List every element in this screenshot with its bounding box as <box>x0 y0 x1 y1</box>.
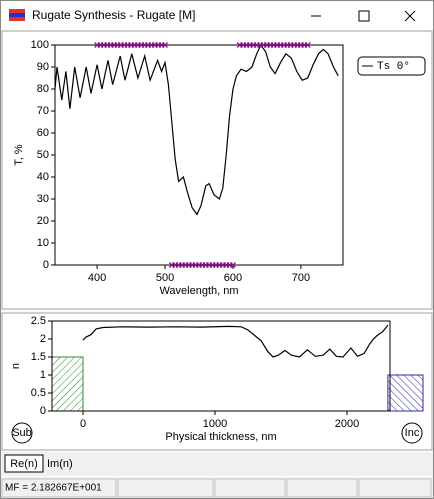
x-tick-label: 400 <box>88 272 106 284</box>
status-cell <box>117 478 214 498</box>
y-tick-label: 2.5 <box>31 315 46 327</box>
y-tick-label: 0 <box>43 259 49 271</box>
app-icon <box>9 9 25 21</box>
y-tick-label: 10 <box>37 237 49 249</box>
substrate-label[interactable]: Sub <box>12 427 32 439</box>
x-axis-title: Physical thickness, nm <box>165 431 276 443</box>
target-marker <box>304 42 311 48</box>
incident-label[interactable]: Inc <box>405 427 420 439</box>
tab-label[interactable]: Re(n) <box>10 458 38 470</box>
substrate-button[interactable] <box>11 422 33 444</box>
close-button[interactable] <box>404 10 416 22</box>
substrate-block <box>51 356 84 412</box>
status-text: MF = 2.182667E+001 <box>5 483 102 494</box>
y-tick-label: 0.5 <box>31 387 46 399</box>
target-marker <box>162 42 168 48</box>
x-tick-label: 700 <box>292 272 310 284</box>
y-tick-label: 1.5 <box>31 351 46 363</box>
y-tick-label: 40 <box>37 171 49 183</box>
status-cell <box>358 478 432 498</box>
y-tick-label: 20 <box>37 215 49 227</box>
data-line <box>54 43 339 216</box>
maximize-button[interactable] <box>358 10 370 22</box>
x-tick-label: 500 <box>156 272 174 284</box>
title-bar <box>1 1 433 30</box>
status-cell <box>1 478 117 498</box>
plot-frame <box>51 320 391 412</box>
y-tick-label: 50 <box>37 149 49 161</box>
x-tick-label: 600 <box>224 272 242 284</box>
status-bar <box>1 477 433 498</box>
incident-button[interactable] <box>401 422 423 444</box>
x-tick-label: 2000 <box>335 418 359 430</box>
data-line <box>82 324 389 358</box>
y-axis-title: T, % <box>13 144 25 166</box>
y-tick-label: 70 <box>37 105 49 117</box>
tab-strip <box>1 452 433 476</box>
y-axis-title: n <box>10 363 22 369</box>
y-tick-label: 1 <box>40 369 46 381</box>
y-tick-label: 80 <box>37 83 49 95</box>
y-tick-label: 30 <box>37 193 49 205</box>
status-cell <box>286 478 358 498</box>
x-axis-title: Wavelength, nm <box>159 285 238 297</box>
window-title: Rugate Synthesis - Rugate [M] <box>32 8 195 22</box>
y-tick-label: 60 <box>37 127 49 139</box>
status-cell <box>214 478 286 498</box>
x-tick-label: 1000 <box>203 418 227 430</box>
y-tick-label: 90 <box>37 61 49 73</box>
legend-box <box>357 56 426 76</box>
incident-block <box>387 374 424 412</box>
x-tick-label: 0 <box>80 418 86 430</box>
y-tick-label: 2 <box>40 333 46 345</box>
tab-label[interactable]: Im(n) <box>47 458 73 470</box>
target-marker <box>230 262 236 268</box>
legend-label: Ts 0° <box>377 61 410 73</box>
y-tick-label: 0 <box>40 405 46 417</box>
tab[interactable] <box>4 454 44 473</box>
y-tick-label: 100 <box>31 39 49 51</box>
